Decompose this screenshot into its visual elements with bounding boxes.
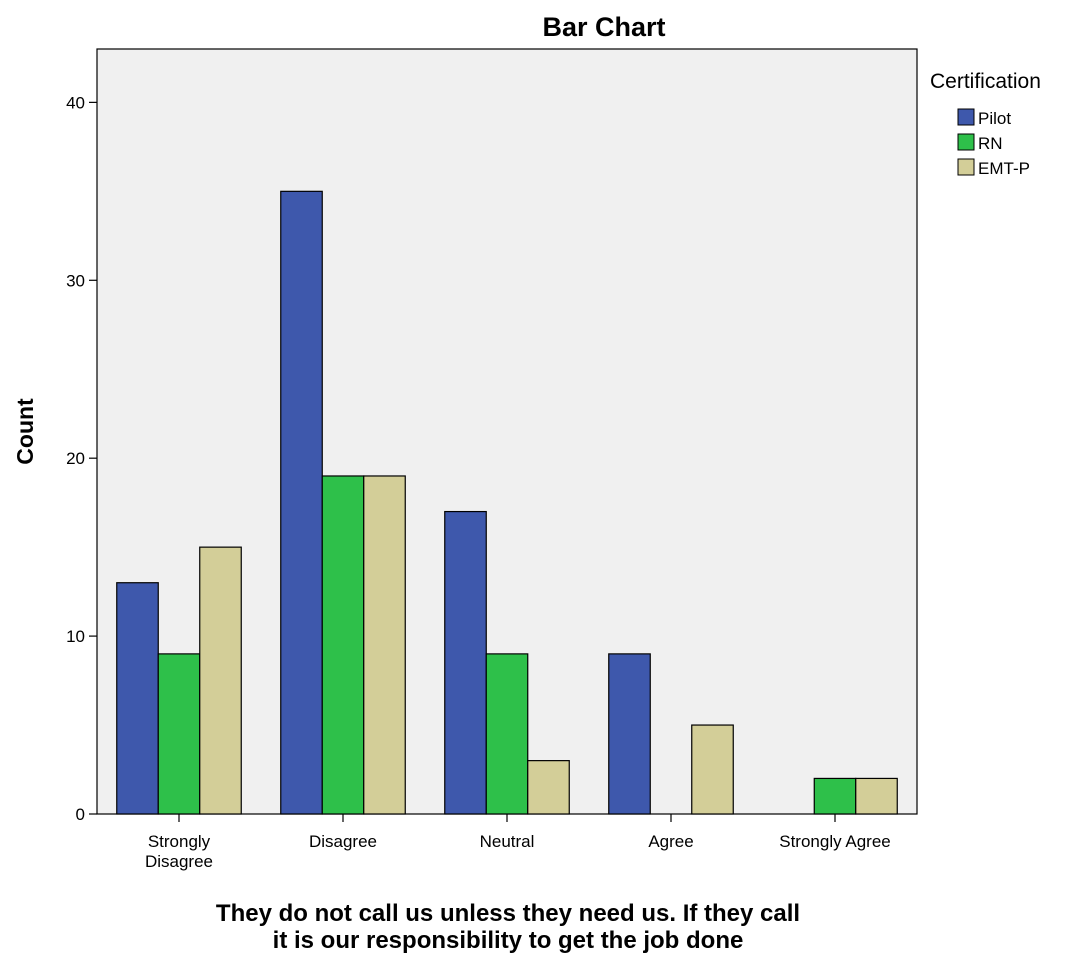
- bar: [363, 475, 406, 815]
- plot-area: 0 10 20 30 40 Strongly Disagree Disagree Neutral…: [12, 48, 918, 953]
- legend-label: Pilot: [978, 109, 1011, 128]
- legend: Certification Pilot RN EMT-P: [930, 70, 1041, 178]
- legend-swatch: [957, 108, 975, 126]
- legend-title: Certification: [930, 70, 1041, 93]
- legend-label: RN: [978, 134, 1003, 153]
- x-tick-label: Strongly Agree: [779, 832, 891, 851]
- bar: [485, 653, 529, 815]
- legend-swatch: [957, 133, 975, 151]
- x-tick-label: Disagree: [309, 832, 377, 851]
- x-tick-label: Agree: [648, 832, 693, 851]
- bar: [199, 546, 242, 815]
- bar: [691, 724, 734, 815]
- bar: [527, 760, 570, 815]
- x-tick-label: Strongly Disagree: [145, 832, 213, 871]
- bar: [280, 190, 323, 815]
- y-tick-label: 10: [66, 627, 85, 646]
- y-tick-label: 20: [66, 449, 85, 468]
- legend-label: EMT-P: [978, 159, 1030, 178]
- bar: [116, 582, 159, 815]
- bar: [813, 777, 857, 815]
- bar: [608, 653, 651, 815]
- bar: [157, 653, 201, 815]
- x-axis-label: They do not call us unless they need us.…: [216, 900, 800, 953]
- bar: [321, 475, 365, 815]
- x-tick-label: Neutral: [480, 832, 535, 851]
- y-tick-label: 40: [66, 93, 85, 112]
- bar: [855, 777, 898, 815]
- y-tick-label: 0: [76, 805, 85, 824]
- chart-title: Bar Chart: [542, 12, 665, 42]
- bar: [444, 510, 487, 815]
- y-tick-label: 30: [66, 271, 85, 290]
- legend-swatch: [957, 158, 975, 176]
- y-axis-label: Count: [12, 398, 38, 465]
